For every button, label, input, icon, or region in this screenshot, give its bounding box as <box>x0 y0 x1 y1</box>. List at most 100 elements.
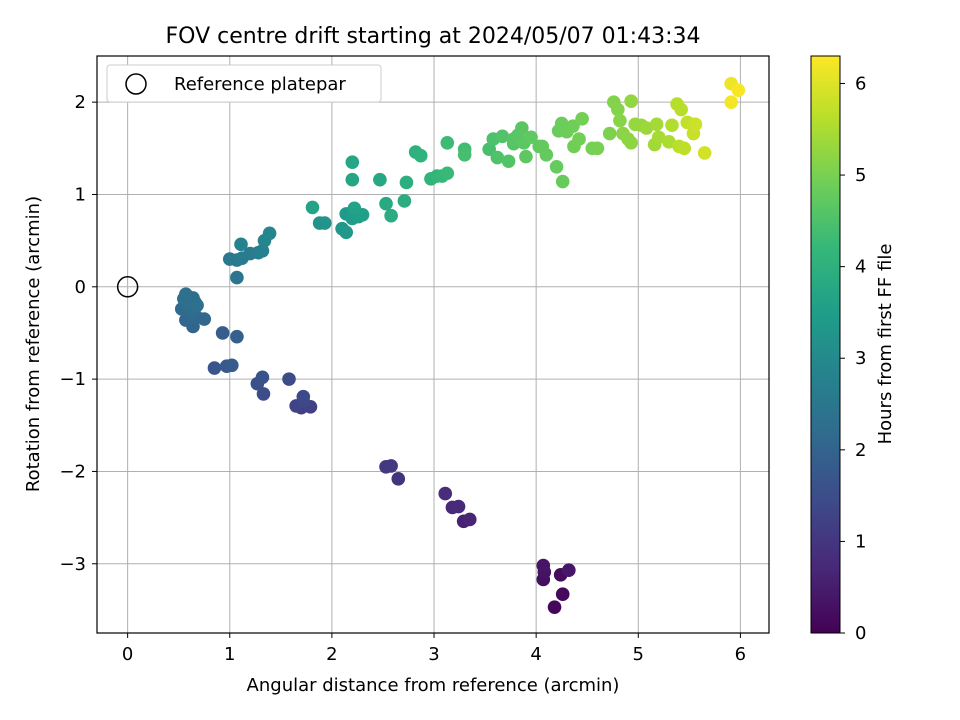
colorbar-ticks: 0 1 2 3 4 5 6 <box>840 73 866 644</box>
reference-point-marker <box>116 276 139 298</box>
y-tick-label: −3 <box>59 554 86 575</box>
data-point <box>225 358 239 373</box>
data-point <box>262 226 277 241</box>
y-axis: −3 −2 −1 0 1 2 <box>59 92 97 575</box>
data-points <box>116 76 746 614</box>
plot-frame <box>96 55 770 634</box>
colorbar-tick-label: 0 <box>855 623 866 644</box>
colorbar-tick-label: 6 <box>855 73 866 94</box>
chart-title: FOV centre drift starting at 2024/05/07 … <box>166 24 701 49</box>
data-point <box>555 587 570 602</box>
data-point <box>256 387 271 401</box>
data-point <box>602 126 617 141</box>
x-tick-label: 5 <box>633 644 644 665</box>
data-point <box>215 326 230 340</box>
data-point <box>519 149 533 164</box>
data-point <box>255 370 270 385</box>
data-point <box>515 121 529 135</box>
data-point <box>662 135 676 149</box>
data-point <box>688 117 703 132</box>
data-point <box>639 121 654 135</box>
x-tick-label: 2 <box>326 644 337 665</box>
data-point <box>566 119 580 133</box>
data-point <box>501 154 516 169</box>
x-axis-label: Angular distance from reference (arcmin) <box>247 675 620 696</box>
data-point <box>731 83 746 97</box>
data-point <box>649 117 664 132</box>
data-point <box>624 94 638 109</box>
data-point <box>590 141 605 156</box>
colorbar-tick-label: 1 <box>855 531 866 552</box>
data-point <box>305 200 320 215</box>
x-axis: 0 1 2 3 4 5 6 <box>122 633 746 665</box>
colorbar: 0 1 2 3 4 5 6 Hours from first FF file <box>810 55 896 644</box>
data-point <box>282 372 296 386</box>
y-tick-label: −2 <box>59 461 86 482</box>
y-tick-label: 0 <box>75 277 86 298</box>
data-point <box>379 196 393 211</box>
data-point <box>345 155 360 169</box>
legend: Reference platepar <box>106 64 382 103</box>
data-point <box>347 201 362 216</box>
colorbar-tick-label: 2 <box>855 440 866 461</box>
legend-box <box>106 64 382 103</box>
data-point <box>397 194 412 208</box>
data-point <box>555 174 570 189</box>
y-axis-label: Rotation from reference (arcmin) <box>23 196 44 492</box>
data-point <box>230 329 244 344</box>
colorbar-tick-label: 4 <box>855 257 866 278</box>
x-tick-label: 4 <box>530 644 541 665</box>
grid <box>97 56 769 633</box>
data-point <box>207 361 222 375</box>
data-point <box>613 113 627 128</box>
x-tick-label: 3 <box>428 644 439 665</box>
data-point <box>179 287 193 301</box>
data-point <box>611 102 625 117</box>
data-point <box>457 147 472 162</box>
data-point <box>399 175 414 190</box>
legend-marker-reference <box>125 73 147 95</box>
data-point <box>438 486 453 501</box>
data-point <box>677 141 692 156</box>
data-point <box>462 512 477 527</box>
data-point <box>255 243 270 258</box>
data-point <box>384 208 398 223</box>
data-point <box>536 558 551 573</box>
data-point <box>562 563 576 578</box>
data-point <box>490 150 505 165</box>
y-tick-label: −1 <box>59 369 86 390</box>
data-point <box>651 130 666 145</box>
y-tick-label: 2 <box>75 92 86 113</box>
data-point <box>575 111 589 126</box>
legend-label-reference: Reference platepar <box>174 74 346 95</box>
colorbar-gradient <box>810 55 841 634</box>
data-point <box>440 135 455 150</box>
data-point <box>440 166 455 181</box>
data-point <box>697 146 712 160</box>
data-point <box>339 225 353 240</box>
data-point <box>296 389 311 404</box>
data-point <box>624 135 638 150</box>
data-point <box>572 132 586 146</box>
data-point <box>345 172 360 187</box>
data-point <box>539 147 554 162</box>
data-point <box>234 237 248 252</box>
x-tick-label: 1 <box>224 644 235 665</box>
data-point <box>230 270 244 285</box>
colorbar-tick-label: 5 <box>855 165 866 186</box>
data-point <box>451 499 466 514</box>
data-point <box>384 459 398 473</box>
x-tick-label: 6 <box>735 644 746 665</box>
data-point <box>549 159 564 174</box>
data-point <box>373 172 387 187</box>
data-point <box>547 600 562 614</box>
colorbar-tick-label: 3 <box>855 348 866 369</box>
data-point <box>190 298 204 313</box>
data-point <box>317 216 332 230</box>
data-point <box>391 472 406 486</box>
data-point <box>665 118 679 133</box>
data-point <box>524 130 538 145</box>
data-point <box>674 102 688 117</box>
x-tick-label: 0 <box>122 644 133 665</box>
colorbar-label: Hours from first FF file <box>875 244 896 445</box>
